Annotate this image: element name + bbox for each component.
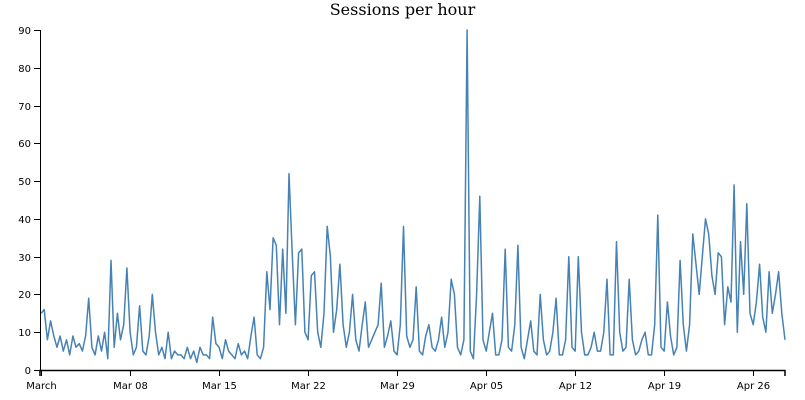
y-tick-label: 70 <box>18 102 31 113</box>
y-tick: 0 <box>25 366 40 377</box>
x-tick: Mar 22 <box>291 370 326 392</box>
y-tick-label: 10 <box>18 328 31 339</box>
y-tick: 80 <box>18 64 40 75</box>
x-tick: Apr 05 <box>470 370 503 392</box>
x-tick: Mar 29 <box>380 370 415 392</box>
x-tick-label: March <box>26 381 56 392</box>
y-tick: 90 <box>18 26 40 37</box>
y-tick: 10 <box>18 328 40 339</box>
y-tick-label: 0 <box>25 366 31 377</box>
x-tick-label: Apr 26 <box>737 381 770 392</box>
y-tick-label: 90 <box>18 26 31 37</box>
y-tick-label: 20 <box>18 290 31 301</box>
x-axis: March Mar 08 Mar 15 Mar 22 Mar 29 Apr 05 Apr 1… <box>26 369 786 392</box>
x-tick-label: Apr 12 <box>559 381 592 392</box>
x-tick-label: Mar 29 <box>380 381 415 392</box>
y-tick-label: 50 <box>18 177 31 188</box>
x-tick-label: Mar 22 <box>291 381 326 392</box>
y-tick-label: 60 <box>18 139 31 150</box>
y-tick-label: 30 <box>18 253 31 264</box>
series-line <box>40 29 786 364</box>
x-tick-label: Mar 08 <box>113 381 148 392</box>
x-tick: Mar 08 <box>113 370 148 392</box>
x-tick: March <box>26 370 57 392</box>
y-axis: 0 10 20 30 40 50 60 70 80 90 <box>18 26 41 377</box>
y-tick: 20 <box>18 290 40 301</box>
y-tick-label: 80 <box>18 64 31 75</box>
y-tick: 70 <box>18 102 40 113</box>
x-tick: Apr 12 <box>559 370 592 392</box>
x-axis-line <box>39 369 786 376</box>
x-tick: Apr 19 <box>648 370 681 392</box>
x-tick: Mar 15 <box>202 370 237 392</box>
x-tick-label: Apr 19 <box>648 381 681 392</box>
y-tick-label: 40 <box>18 215 31 226</box>
x-tick-label: Mar 15 <box>202 381 237 392</box>
x-tick: Apr 26 <box>737 370 770 392</box>
x-tick-label: Apr 05 <box>470 381 503 392</box>
y-tick: 50 <box>18 177 40 188</box>
y-tick: 40 <box>18 215 40 226</box>
y-tick: 30 <box>18 253 40 264</box>
chart-title: Sessions per hour <box>329 0 476 19</box>
y-tick: 60 <box>18 139 40 150</box>
